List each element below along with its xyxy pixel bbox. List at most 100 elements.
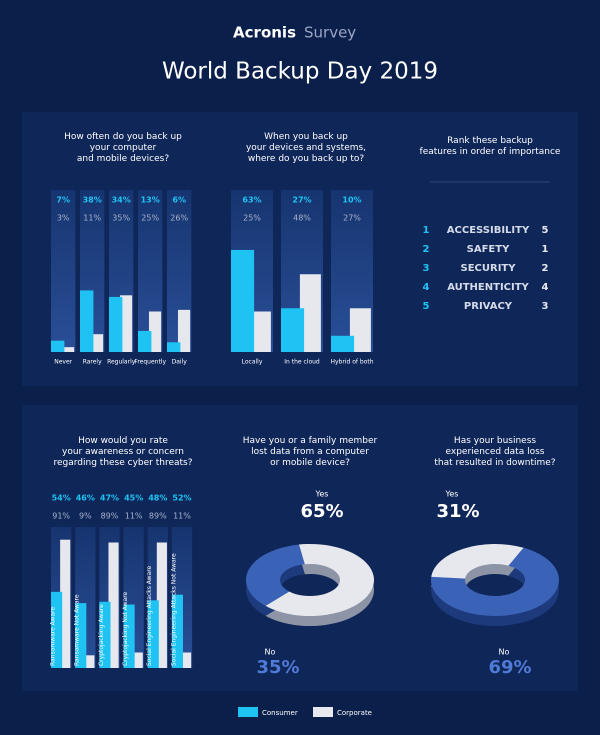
bar <box>119 295 133 352</box>
rank-consumer: 5 <box>423 301 430 312</box>
value-label: 11% <box>83 214 101 223</box>
legend-swatch <box>313 707 333 717</box>
value-label: 7% <box>56 196 70 205</box>
value-label: 25% <box>141 214 159 223</box>
value-label: 45% <box>124 494 143 503</box>
chart-title: How would you rate your awareness or con… <box>53 436 193 468</box>
feature-label: AUTHENTICITY <box>447 282 529 293</box>
value-label: 3% <box>57 214 70 223</box>
bar <box>60 539 71 668</box>
legend-swatch <box>238 707 258 717</box>
slice-label: No <box>265 648 276 657</box>
value-label: 26% <box>170 214 188 223</box>
chart-title: When you back up your devices and system… <box>245 132 367 164</box>
x-tick-label: In the cloud <box>284 359 320 366</box>
bar <box>123 604 135 668</box>
value-label: 52% <box>172 494 191 503</box>
bar <box>299 274 321 352</box>
bar <box>156 542 167 668</box>
x-tick-label: Locally <box>242 359 263 366</box>
bar <box>331 335 355 352</box>
bar <box>51 340 65 352</box>
x-tick-label: Frequently <box>134 359 166 366</box>
chart-title: How often do you back up your computer a… <box>64 132 182 164</box>
value-label: 27% <box>292 196 311 205</box>
slice <box>431 547 559 616</box>
slice-label: Yes <box>315 490 329 499</box>
feature-label: SECURITY <box>461 263 517 274</box>
bar <box>84 655 95 668</box>
value-label: 91% <box>52 512 70 521</box>
feature-label: PRIVACY <box>464 301 513 312</box>
x-tick-label: Cryptojacking Aware <box>98 604 105 666</box>
bar <box>231 249 255 352</box>
value-label: 11% <box>173 512 191 521</box>
value-label: 9% <box>79 512 92 521</box>
rank-consumer: 1 <box>423 225 430 236</box>
slice <box>245 544 305 606</box>
x-tick-label: Ransomware Aware <box>50 607 57 666</box>
bar <box>109 296 123 352</box>
value-label: 47% <box>100 494 119 503</box>
legend-label: Corporate <box>337 709 372 717</box>
value-label: 11% <box>125 512 143 521</box>
slice-label: No <box>499 648 510 657</box>
slice-value: 69% <box>488 657 531 678</box>
bar <box>51 591 63 668</box>
bar <box>147 600 159 668</box>
column-track <box>51 190 76 352</box>
bar <box>171 594 183 668</box>
bar <box>108 542 119 668</box>
value-label: 10% <box>342 196 361 205</box>
x-tick-label: Cryptojacking Not Aware <box>122 591 129 666</box>
bar <box>75 603 87 668</box>
x-tick-label: Social Engineering Attacks Aware <box>146 565 153 666</box>
bar <box>180 652 192 668</box>
page-title: World Backup Day 2019 <box>162 59 438 85</box>
value-label: 89% <box>149 512 167 521</box>
rank-consumer: 2 <box>423 244 430 255</box>
value-label: 13% <box>141 196 160 205</box>
rank-consumer: 3 <box>423 263 430 274</box>
bar <box>249 311 271 352</box>
bar <box>132 652 143 668</box>
bar <box>99 601 111 668</box>
bar <box>349 308 371 352</box>
feature-label: SAFETY <box>467 244 510 255</box>
rank-corporate: 3 <box>542 301 549 312</box>
x-tick-label: Rarely <box>83 359 102 366</box>
rank-consumer: 4 <box>423 282 430 293</box>
legend-label: Consumer <box>262 709 298 717</box>
value-label: 6% <box>172 196 186 205</box>
value-label: 48% <box>293 214 311 223</box>
value-label: 34% <box>112 196 131 205</box>
chart-title: Rank these backup features in order of i… <box>419 136 561 157</box>
chart-title: Have you or a family member lost data fr… <box>242 436 378 468</box>
value-label: 27% <box>343 214 361 223</box>
x-tick-label: Social Engineering Attacks Not Aware <box>170 553 177 666</box>
x-tick-label: Daily <box>172 359 188 366</box>
bar <box>281 308 305 352</box>
x-tick-label: Hybrid of both <box>330 359 373 366</box>
bar <box>80 290 94 352</box>
slice-value: 35% <box>256 657 299 678</box>
slice-value: 31% <box>436 501 479 522</box>
bar <box>148 311 162 352</box>
bar <box>177 309 191 352</box>
x-tick-label: Regularly <box>107 359 136 366</box>
rank-corporate: 5 <box>542 225 549 236</box>
value-label: 63% <box>242 196 261 205</box>
rank-corporate: 4 <box>542 282 549 293</box>
bar <box>167 342 181 352</box>
x-tick-label: Ransomware Not Aware <box>74 594 81 666</box>
bar <box>61 347 75 352</box>
chart-title: Has your business experienced data loss … <box>434 436 556 468</box>
rank-corporate: 2 <box>542 263 549 274</box>
brand: Acronis <box>233 24 296 42</box>
slice-value: 65% <box>300 501 343 522</box>
value-label: 25% <box>243 214 261 223</box>
value-label: 54% <box>52 494 71 503</box>
slice <box>265 544 374 616</box>
brand-label: Survey <box>304 24 356 42</box>
